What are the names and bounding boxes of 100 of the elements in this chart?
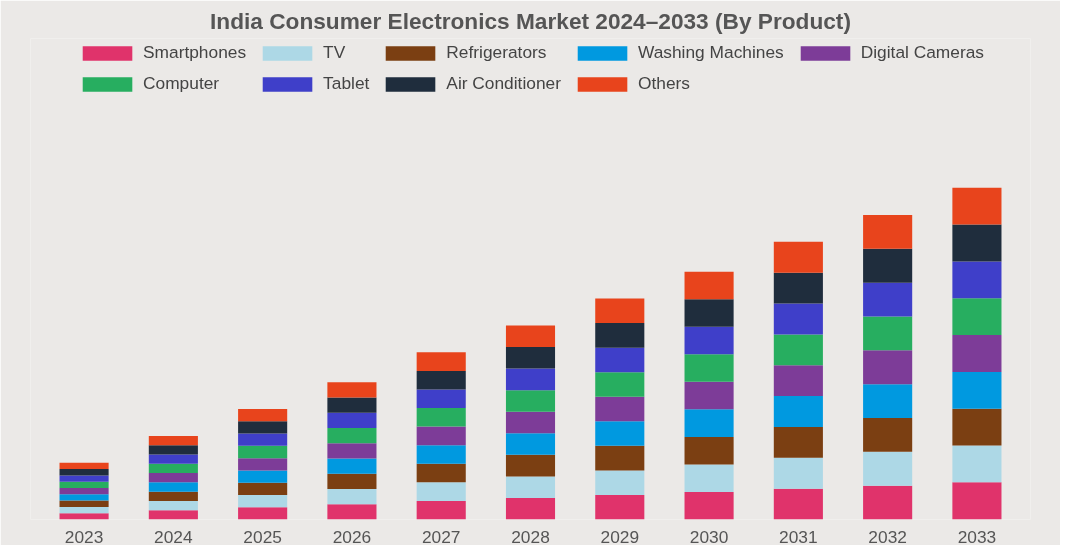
bar <box>773 303 823 335</box>
bar <box>952 482 1002 520</box>
x-tick-label: 2032 <box>868 526 907 547</box>
bar <box>684 381 734 410</box>
bar <box>59 481 109 488</box>
x-tick-label: 2024 <box>154 526 193 547</box>
bar <box>505 347 556 369</box>
bar <box>327 488 377 505</box>
bar <box>773 272 823 304</box>
bar <box>327 443 377 459</box>
bar <box>416 500 466 520</box>
bar <box>148 435 198 446</box>
bar <box>505 325 556 347</box>
bar <box>595 396 645 422</box>
bar <box>238 507 288 520</box>
x-tick-label: 2026 <box>332 526 372 547</box>
bar <box>684 409 734 437</box>
bar <box>952 261 1002 299</box>
bar <box>59 469 109 476</box>
bar <box>684 436 734 465</box>
bar <box>773 457 823 489</box>
x-tick-label: 2023 <box>64 526 104 547</box>
bar <box>773 488 823 520</box>
x-tick-label: 2025 <box>243 526 282 547</box>
bar <box>684 464 734 492</box>
bar <box>684 299 734 327</box>
bar <box>863 451 913 486</box>
x-tick-label: 2029 <box>600 526 640 547</box>
bar <box>59 500 109 507</box>
bar <box>505 497 556 520</box>
legend-label: Air Conditioner <box>446 73 561 94</box>
bar <box>595 421 645 446</box>
bar <box>416 463 466 483</box>
bar <box>863 316 913 351</box>
bar <box>595 372 645 397</box>
bar <box>863 485 913 520</box>
x-tick-label: 2030 <box>689 526 729 547</box>
bar <box>773 365 823 397</box>
bar <box>773 241 823 273</box>
bar <box>505 433 556 455</box>
bar <box>863 282 913 317</box>
bar <box>952 445 1002 483</box>
bar <box>148 445 198 455</box>
legend-label: Others <box>637 73 690 94</box>
bar <box>327 473 377 489</box>
bar <box>595 347 645 373</box>
bar <box>952 408 1002 446</box>
bar <box>238 433 288 446</box>
bar <box>863 350 913 385</box>
bar <box>416 352 466 371</box>
bar <box>59 462 109 470</box>
legend-label: Tablet <box>323 73 370 94</box>
bar <box>952 224 1002 262</box>
bar <box>238 458 288 471</box>
bar <box>595 470 645 495</box>
bar <box>148 500 198 511</box>
bar <box>773 396 823 427</box>
legend-label: Refrigerators <box>446 42 547 63</box>
x-tick-label: 2031 <box>779 526 818 547</box>
bar <box>505 390 556 412</box>
bar <box>416 445 466 464</box>
bar <box>327 412 377 428</box>
bar <box>327 382 377 398</box>
bar <box>327 504 377 520</box>
bar <box>416 389 466 409</box>
bar <box>773 426 823 458</box>
bar <box>863 248 913 283</box>
bar <box>416 408 466 427</box>
bar <box>505 411 556 434</box>
bar <box>238 470 288 483</box>
legend-label: TV <box>323 42 346 63</box>
bar <box>148 473 198 483</box>
bar <box>684 271 734 300</box>
bar <box>59 506 109 514</box>
bar <box>148 491 198 501</box>
bar <box>952 298 1002 336</box>
bar <box>148 454 198 464</box>
bar <box>595 323 645 348</box>
bar <box>416 482 466 501</box>
bar <box>327 458 377 474</box>
bar <box>863 417 913 452</box>
bar <box>148 510 198 520</box>
bar <box>148 482 198 492</box>
bar <box>416 426 466 446</box>
x-tick-label: 2027 <box>421 526 461 547</box>
bar <box>416 370 466 390</box>
bar <box>59 475 109 482</box>
x-tick-label: 2028 <box>511 526 550 547</box>
bar <box>952 371 1002 409</box>
bar <box>59 494 109 501</box>
bar <box>505 476 556 498</box>
bar <box>863 214 913 249</box>
bar <box>595 298 645 324</box>
bar <box>238 421 288 434</box>
bar <box>59 487 109 495</box>
bar <box>595 494 645 520</box>
bar <box>684 326 734 355</box>
bar <box>59 513 109 520</box>
bar <box>238 445 288 459</box>
bar <box>684 354 734 382</box>
